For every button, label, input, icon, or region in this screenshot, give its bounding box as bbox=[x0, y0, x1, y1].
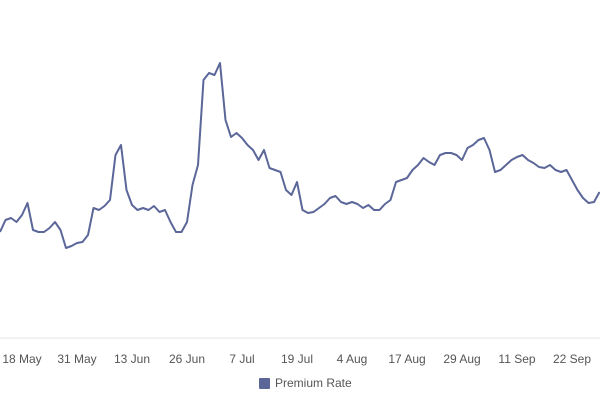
legend-label: Premium Rate bbox=[275, 376, 352, 390]
x-tick-label: 17 Aug bbox=[388, 352, 425, 366]
x-tick-label: 11 Sep bbox=[498, 352, 535, 366]
x-tick-label: 22 Sep bbox=[553, 352, 591, 366]
legend-swatch bbox=[259, 378, 270, 389]
x-tick-label: 18 May bbox=[2, 352, 41, 366]
x-tick-label: 31 May bbox=[57, 352, 96, 366]
x-tick-label: 13 Jun bbox=[114, 352, 150, 366]
x-tick-label: 19 Jul bbox=[281, 352, 313, 366]
x-tick-label: 4 Aug bbox=[337, 352, 368, 366]
x-tick-label: 7 Jul bbox=[229, 352, 254, 366]
line-series bbox=[0, 62, 600, 249]
x-tick-label: 29 Aug bbox=[443, 352, 480, 366]
x-tick-label: 26 Jun bbox=[169, 352, 205, 366]
